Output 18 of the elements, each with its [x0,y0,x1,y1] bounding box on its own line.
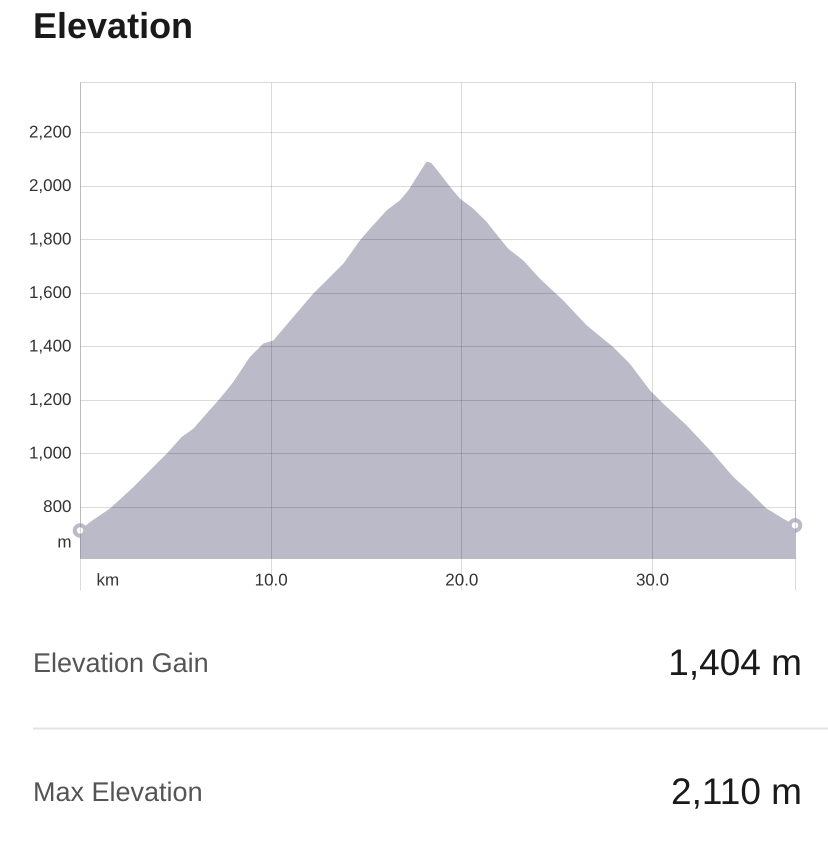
x-tick-label: 20.0 [445,570,478,590]
x-tick-label: 30.0 [636,570,670,590]
text: Max Elevation [33,777,203,807]
x-tick-label: 10.0 [254,570,288,590]
text: 2,110 m [671,771,802,812]
y-tick-label: 1,600 [28,283,72,302]
x-axis-title: km [96,570,120,590]
y-tick-label: 1,000 [28,444,72,463]
y-tick-label: 2,200 [28,122,72,142]
text: 1,404 m [668,642,802,683]
chart-title: Elevation [33,5,194,46]
y-tick-label: 1,800 [28,230,72,249]
y-tick-label: 2,000 [28,176,72,196]
text: Elevation Gain [33,648,209,678]
y-tick-label: 1,200 [28,390,72,410]
y-axis-title: m [57,532,72,552]
y-tick-label: 800 [43,497,72,516]
y-tick-label: 1,400 [28,336,72,356]
